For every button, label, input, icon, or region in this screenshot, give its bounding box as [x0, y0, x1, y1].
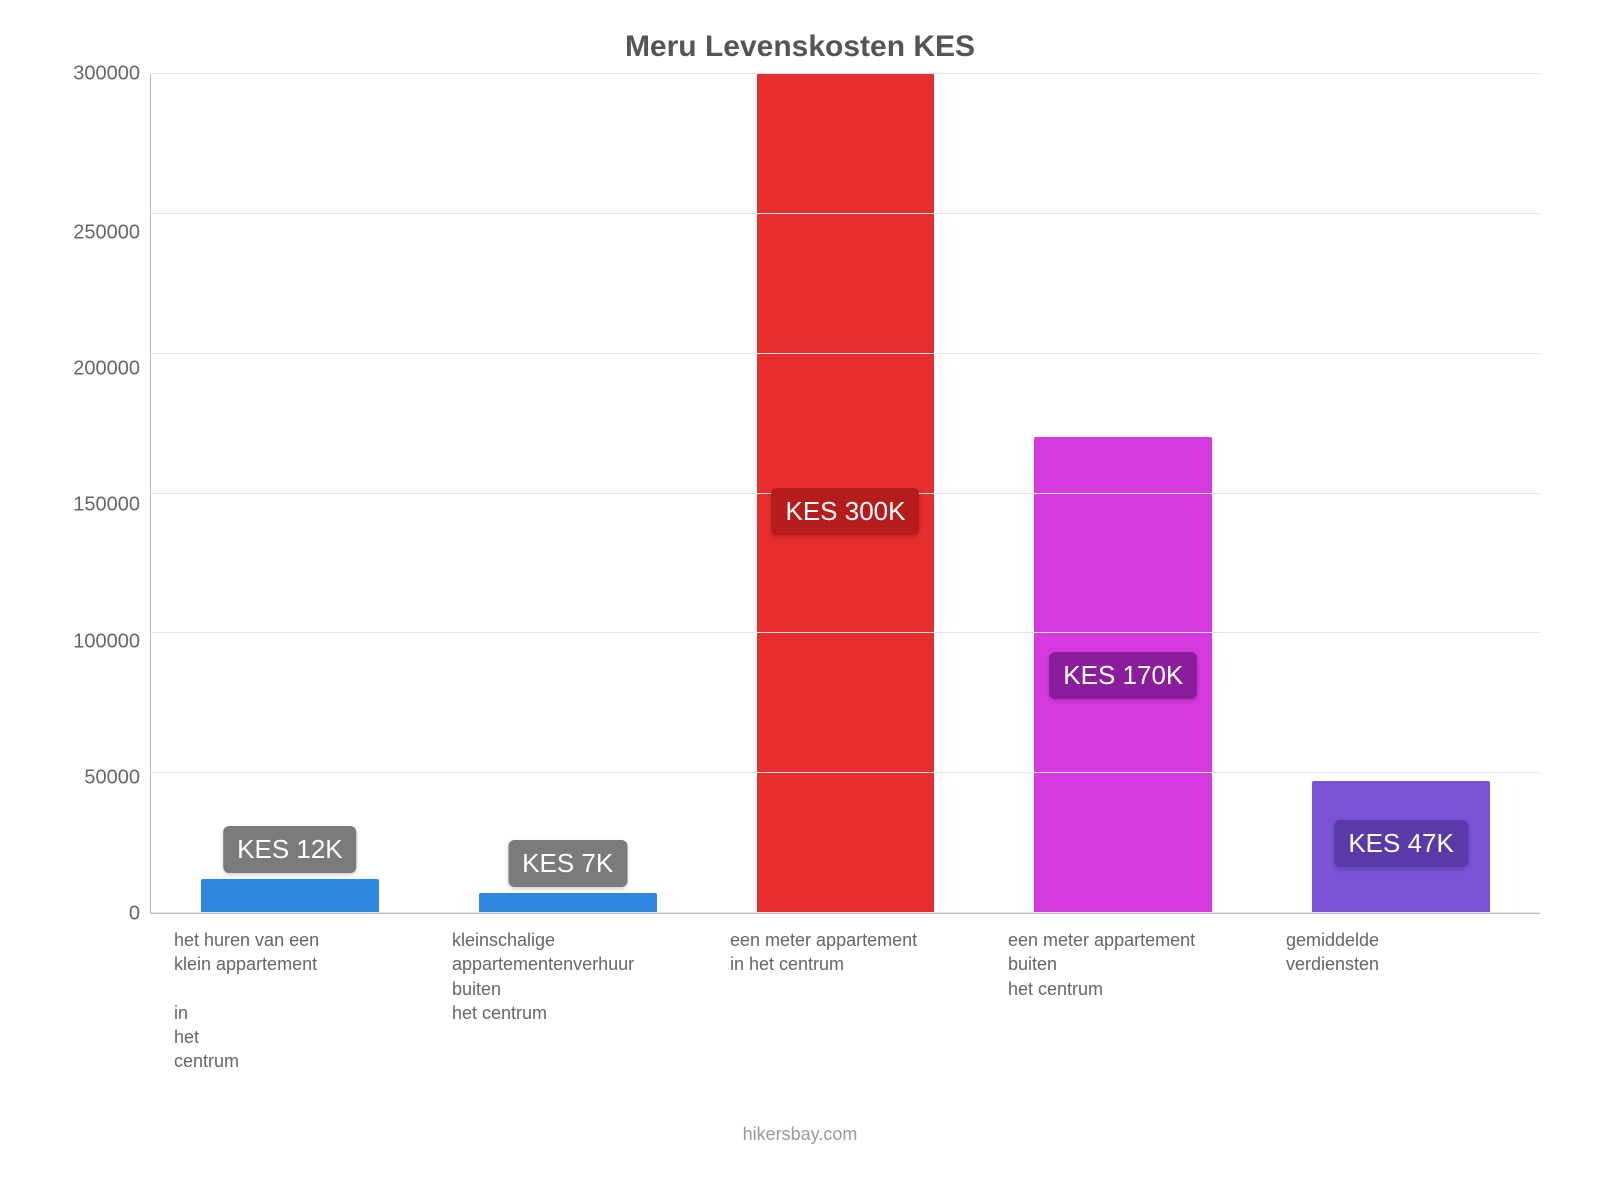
- y-tick-label: 50000: [84, 766, 140, 789]
- x-axis-label: een meter appartement in het centrum: [706, 914, 984, 1074]
- bar-slot: KES 170K: [984, 74, 1262, 913]
- grid-line: [151, 353, 1540, 354]
- chart-footer: hikersbay.com: [60, 1124, 1540, 1145]
- grid-line: [151, 73, 1540, 74]
- y-tick-label: 300000: [73, 63, 140, 86]
- y-tick-label: 150000: [73, 494, 140, 517]
- x-axis-label: gemiddelde verdiensten: [1262, 914, 1540, 1074]
- grid-line: [151, 772, 1540, 773]
- grid-line: [151, 213, 1540, 214]
- bar-value-label: KES 170K: [1049, 652, 1197, 699]
- x-axis-label: het huren van een klein appartement in h…: [150, 914, 428, 1074]
- x-axis-label: een meter appartement buiten het centrum: [984, 914, 1262, 1074]
- bar-value-label: KES 300K: [771, 488, 919, 535]
- bars-layer: KES 12K KES 7K KES 300K KES 170K KES 47K: [151, 74, 1540, 913]
- y-tick-label: 200000: [73, 358, 140, 381]
- chart-title: Meru Levenskosten KES: [60, 30, 1540, 64]
- bar-value-label: KES 12K: [223, 826, 357, 873]
- y-axis: 300000250000200000150000100000500000: [60, 74, 150, 914]
- y-tick-label: 0: [129, 902, 140, 925]
- y-tick-label: 250000: [73, 222, 140, 245]
- bar-slot: KES 300K: [707, 74, 985, 913]
- grid-line: [151, 632, 1540, 633]
- bar: [201, 879, 379, 913]
- bar-value-label: KES 7K: [508, 840, 627, 887]
- bar: [479, 893, 657, 913]
- bar-value-label: KES 47K: [1334, 820, 1468, 867]
- bar-slot: KES 12K: [151, 74, 429, 913]
- bar-slot: KES 47K: [1262, 74, 1540, 913]
- x-axis: het huren van een klein appartement in h…: [150, 914, 1540, 1074]
- bar-slot: KES 7K: [429, 74, 707, 913]
- x-axis-label: kleinschalige appartementenverhuur buite…: [428, 914, 706, 1074]
- plot-row: 300000250000200000150000100000500000 KES…: [60, 74, 1540, 914]
- plot-area: KES 12K KES 7K KES 300K KES 170K KES 47K: [150, 74, 1540, 914]
- chart-container: Meru Levenskosten KES 300000 250000 200000…: [0, 0, 1600, 1200]
- grid-line: [151, 912, 1540, 913]
- y-tick-label: 100000: [73, 630, 140, 653]
